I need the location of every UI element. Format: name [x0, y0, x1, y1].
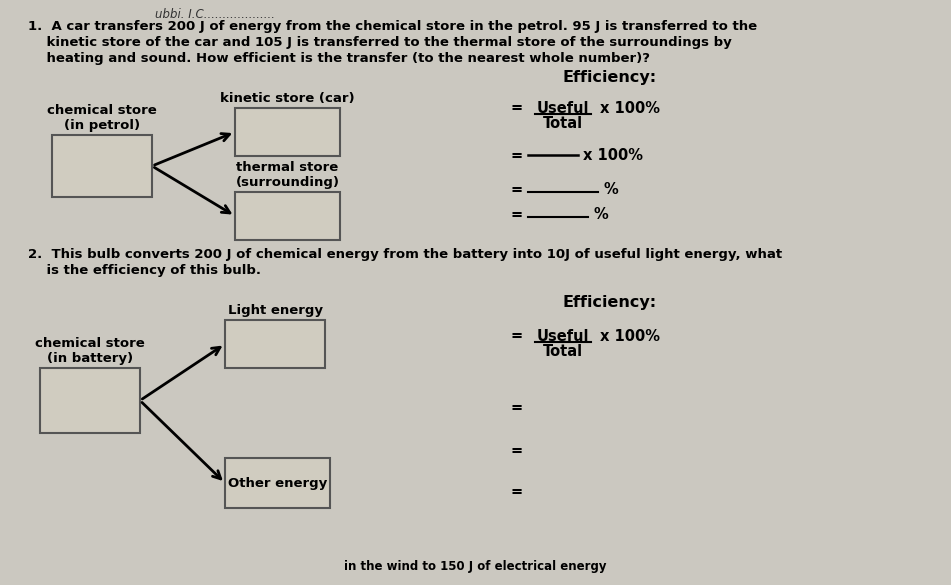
Text: Total: Total — [543, 116, 583, 131]
Text: Other energy: Other energy — [228, 477, 327, 490]
Bar — [52, 135, 152, 197]
Bar — [225, 458, 330, 508]
Text: kinetic store of the car and 105 J is transferred to the thermal store of the su: kinetic store of the car and 105 J is tr… — [28, 36, 731, 49]
Text: =: = — [510, 148, 522, 163]
Bar — [225, 320, 325, 368]
Text: Efficiency:: Efficiency: — [563, 295, 657, 310]
Text: =: = — [510, 207, 522, 222]
Text: Efficiency:: Efficiency: — [563, 70, 657, 85]
Text: =: = — [510, 328, 522, 343]
Text: %: % — [603, 182, 618, 197]
Text: Light energy: Light energy — [227, 304, 322, 317]
Text: in the wind to 150 J of electrical energy: in the wind to 150 J of electrical energ… — [343, 560, 606, 573]
Text: =: = — [510, 100, 522, 115]
Text: x 100%: x 100% — [600, 101, 660, 116]
Text: kinetic store (car): kinetic store (car) — [221, 92, 355, 105]
Text: 2.  This bulb converts 200 J of chemical energy from the battery into 10J of use: 2. This bulb converts 200 J of chemical … — [28, 248, 782, 261]
Text: x 100%: x 100% — [600, 329, 660, 344]
Text: is the efficiency of this bulb.: is the efficiency of this bulb. — [28, 264, 261, 277]
Text: chemical store
(in petrol): chemical store (in petrol) — [48, 104, 157, 132]
Text: ubbi. I.C...................: ubbi. I.C................... — [155, 8, 275, 21]
Text: Useful: Useful — [536, 329, 590, 344]
Bar — [40, 368, 140, 433]
Text: =: = — [510, 484, 522, 499]
Text: =: = — [510, 400, 522, 415]
Text: 1.  A car transfers 200 J of energy from the chemical store in the petrol. 95 J : 1. A car transfers 200 J of energy from … — [28, 20, 757, 33]
Text: x 100%: x 100% — [583, 148, 643, 163]
Text: thermal store
(surrounding): thermal store (surrounding) — [236, 161, 340, 189]
Bar — [235, 108, 340, 156]
Text: %: % — [593, 207, 608, 222]
Text: heating and sound. How efficient is the transfer (to the nearest whole number)?: heating and sound. How efficient is the … — [28, 52, 650, 65]
Text: =: = — [510, 182, 522, 197]
Text: Total: Total — [543, 344, 583, 359]
Text: Useful: Useful — [536, 101, 590, 116]
Text: =: = — [510, 443, 522, 458]
Bar — [235, 192, 340, 240]
Text: chemical store
(in battery): chemical store (in battery) — [35, 337, 145, 365]
